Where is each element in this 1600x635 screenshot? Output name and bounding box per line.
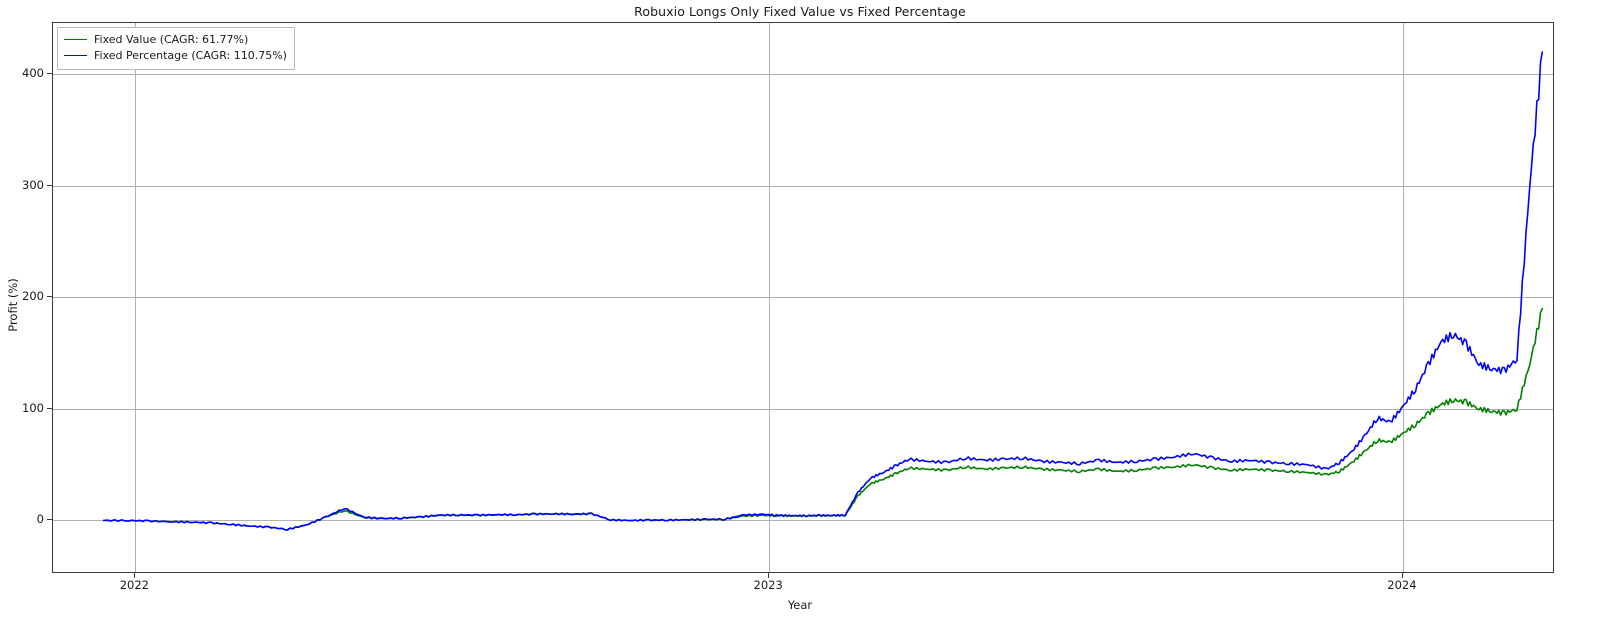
gridline-y-300	[53, 185, 1553, 187]
chart-title: Robuxio Longs Only Fixed Value vs Fixed …	[634, 4, 966, 19]
gridline-y-100	[53, 408, 1553, 410]
legend-swatch-icon	[64, 55, 87, 57]
gridline-y-0	[53, 520, 1553, 522]
x-tick-label-2024: 2024	[1387, 578, 1417, 592]
y-tick-mark-400	[47, 73, 52, 75]
y-tick-mark-0	[47, 519, 52, 521]
x-tick-label-2022: 2022	[119, 578, 150, 592]
y-axis-label: Profit (%)	[5, 278, 20, 332]
plot-inner	[53, 23, 1553, 572]
plot-area	[52, 22, 1554, 573]
x-tick-mark-2024	[1401, 573, 1403, 578]
x-axis-label: Year	[787, 598, 813, 612]
gridline-x-2024	[1402, 23, 1404, 572]
legend-swatch-icon	[64, 39, 87, 41]
y-tick-label-200: 200	[22, 289, 44, 304]
x-tick-label-2023: 2023	[753, 578, 783, 592]
gridline-x-2023	[769, 23, 771, 572]
legend-label: Fixed Percentage (CAGR: 110.75%)	[94, 48, 287, 62]
gridline-y-400	[53, 74, 1553, 76]
series-line-fixed-value	[102, 307, 1544, 531]
y-tick-label-400: 400	[22, 66, 44, 81]
y-tick-label-300: 300	[22, 177, 44, 192]
y-tick-mark-300	[47, 184, 52, 186]
x-tick-mark-2022	[134, 573, 136, 578]
y-tick-label-100: 100	[22, 400, 44, 415]
chart-legend: Fixed Value (CAGR: 61.77%) Fixed Percenta…	[57, 27, 295, 70]
legend-item-fixed-percentage: Fixed Percentage (CAGR: 110.75%)	[64, 48, 287, 64]
legend-label: Fixed Value (CAGR: 61.77%)	[94, 33, 249, 46]
legend-item-fixed-value: Fixed Value (CAGR: 61.77%)	[64, 32, 287, 48]
y-tick-mark-100	[47, 407, 52, 409]
y-tick-label-0: 0	[36, 512, 44, 527]
gridline-x-2022	[135, 23, 137, 572]
y-tick-mark-200	[47, 296, 52, 298]
series-lines	[102, 51, 1544, 531]
series-line-fixed-percentage	[102, 51, 1544, 531]
gridline-y-200	[53, 297, 1553, 299]
x-tick-mark-2023	[768, 573, 770, 578]
